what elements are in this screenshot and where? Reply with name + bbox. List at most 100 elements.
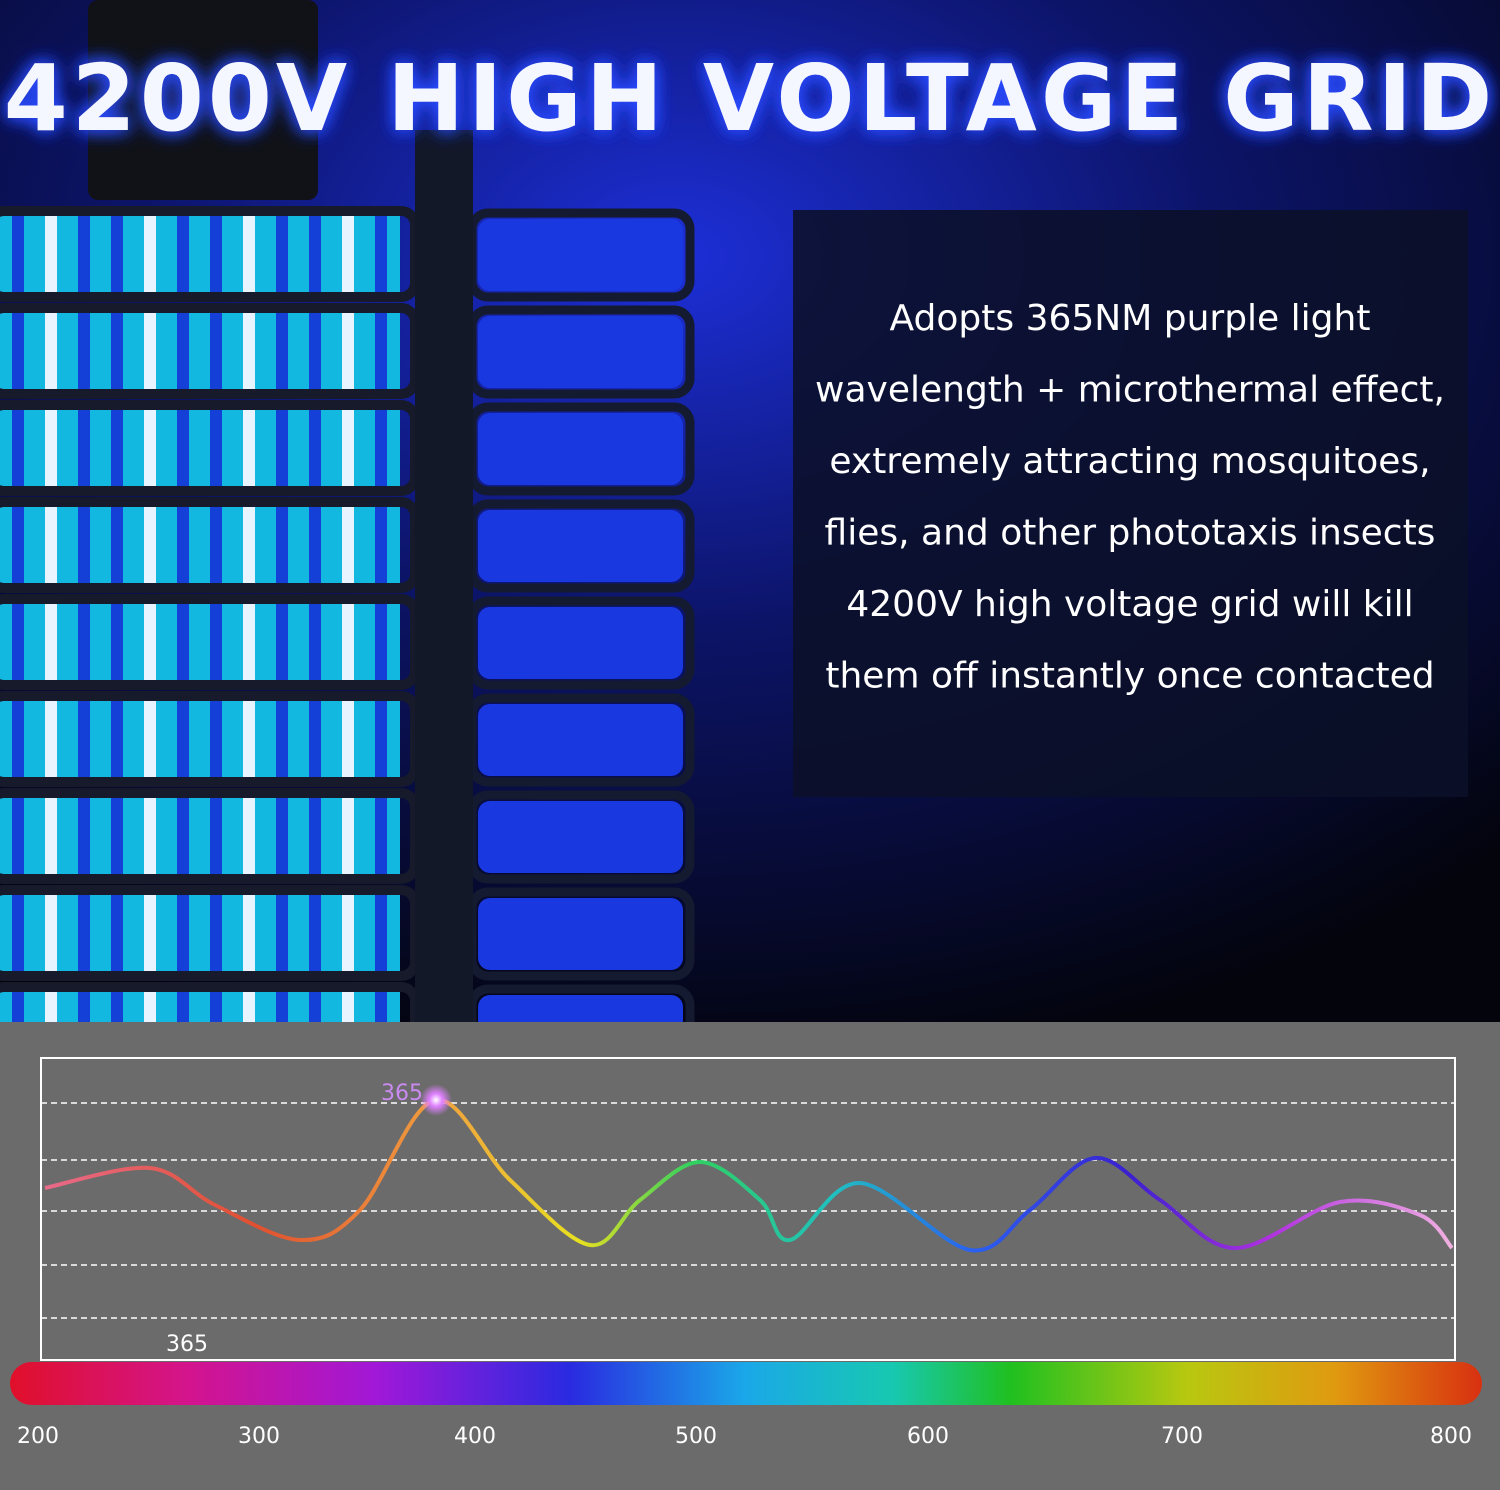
- side-slat: [478, 607, 683, 679]
- title: 4200V HIGH VOLTAGE GRID: [4, 45, 1496, 152]
- grid-stripe: [342, 215, 354, 293]
- marker-label: 365: [166, 1332, 208, 1357]
- side-slat: [478, 510, 683, 582]
- description-line: flies, and other phototaxis insects: [825, 513, 1436, 554]
- wave-curve: [44, 1097, 1454, 1253]
- grid-stripe: [243, 312, 255, 390]
- tick-label: 400: [454, 1424, 496, 1449]
- grid-stripe: [144, 506, 156, 584]
- tick-label: 500: [675, 1424, 717, 1449]
- grid-stripe: [375, 797, 387, 875]
- grid-stripe: [78, 797, 90, 875]
- grid-stripe: [276, 603, 288, 681]
- grid-stripe: [111, 894, 123, 972]
- grid-stripe: [111, 797, 123, 875]
- grid-stripe: [375, 215, 387, 293]
- grid-stripe: [45, 797, 57, 875]
- grid-stripe: [12, 603, 24, 681]
- peak-label: 365: [381, 1081, 423, 1106]
- side-slat: [478, 413, 683, 485]
- grid-stripe: [177, 215, 189, 293]
- chart-panel: [0, 1022, 1500, 1490]
- grid-stripe: [309, 797, 321, 875]
- grid-stripe: [78, 409, 90, 487]
- grid-stripe: [243, 215, 255, 293]
- grid-glow: [0, 312, 400, 390]
- grid-glow: [0, 603, 400, 681]
- grid-stripe: [111, 312, 123, 390]
- grid-stripe: [309, 894, 321, 972]
- grid-stripe: [12, 894, 24, 972]
- grid-stripe: [375, 894, 387, 972]
- grid-stripe: [375, 603, 387, 681]
- grid-stripe: [309, 215, 321, 293]
- grid-stripe: [210, 506, 222, 584]
- grid-stripe: [177, 409, 189, 487]
- grid-stripe: [309, 603, 321, 681]
- grid: [41, 1102, 1455, 1319]
- grid-stripe: [45, 894, 57, 972]
- side-slat: [478, 704, 683, 776]
- grid-stripe: [210, 312, 222, 390]
- grid-stripe: [177, 797, 189, 875]
- grid-stripe: [78, 506, 90, 584]
- side-slat: [478, 801, 683, 873]
- description-line: them off instantly once contacted: [825, 656, 1434, 697]
- grid-stripe: [375, 506, 387, 584]
- grid-stripe: [276, 894, 288, 972]
- grid-stripe: [276, 312, 288, 390]
- grid-stripe: [243, 409, 255, 487]
- grid-stripe: [12, 215, 24, 293]
- grid-stripe: [111, 506, 123, 584]
- bug-zapper: [0, 130, 695, 1078]
- description-line: 4200V high voltage grid will kill: [846, 584, 1413, 625]
- grid-stripe: [342, 409, 354, 487]
- grid-stripe: [45, 312, 57, 390]
- grid-stripe: [210, 603, 222, 681]
- grid-stripe: [177, 603, 189, 681]
- grid-stripe: [276, 797, 288, 875]
- tick-label: 200: [17, 1424, 59, 1449]
- zapper-post: [415, 130, 473, 1025]
- peak-dot: [420, 1084, 452, 1116]
- grid-stripe: [111, 700, 123, 778]
- grid-stripe: [78, 215, 90, 293]
- grid-stripe: [375, 700, 387, 778]
- grid-stripe: [243, 797, 255, 875]
- grid-stripe: [276, 506, 288, 584]
- grid-stripe: [309, 312, 321, 390]
- grid-stripe: [144, 700, 156, 778]
- grid-stripe: [45, 506, 57, 584]
- grid-stripe: [210, 797, 222, 875]
- grid-stripe: [210, 700, 222, 778]
- grid-stripe: [45, 700, 57, 778]
- grid-stripe: [144, 312, 156, 390]
- grid-stripe: [111, 603, 123, 681]
- grid-stripe: [276, 215, 288, 293]
- grid-stripe: [177, 894, 189, 972]
- grid-stripe: [144, 797, 156, 875]
- tick-label: 700: [1161, 1424, 1203, 1449]
- grid-stripe: [12, 700, 24, 778]
- grid-stripe: [12, 409, 24, 487]
- side-slat: [478, 219, 683, 291]
- grid-stripe: [45, 409, 57, 487]
- grid-stripe: [78, 603, 90, 681]
- grid-stripe: [210, 894, 222, 972]
- grid-stripe: [12, 797, 24, 875]
- grid-stripe: [342, 312, 354, 390]
- grid-stripe: [144, 894, 156, 972]
- grid-glow: [0, 894, 400, 972]
- grid-stripe: [375, 312, 387, 390]
- grid-stripe: [243, 603, 255, 681]
- grid-stripe: [78, 894, 90, 972]
- grid-stripe: [177, 506, 189, 584]
- tick-label: 800: [1430, 1424, 1472, 1449]
- description-line: extremely attracting mosquitoes,: [829, 441, 1430, 482]
- grid-stripe: [111, 409, 123, 487]
- grid-stripe: [342, 700, 354, 778]
- grid-stripe: [45, 603, 57, 681]
- grid-stripe: [309, 409, 321, 487]
